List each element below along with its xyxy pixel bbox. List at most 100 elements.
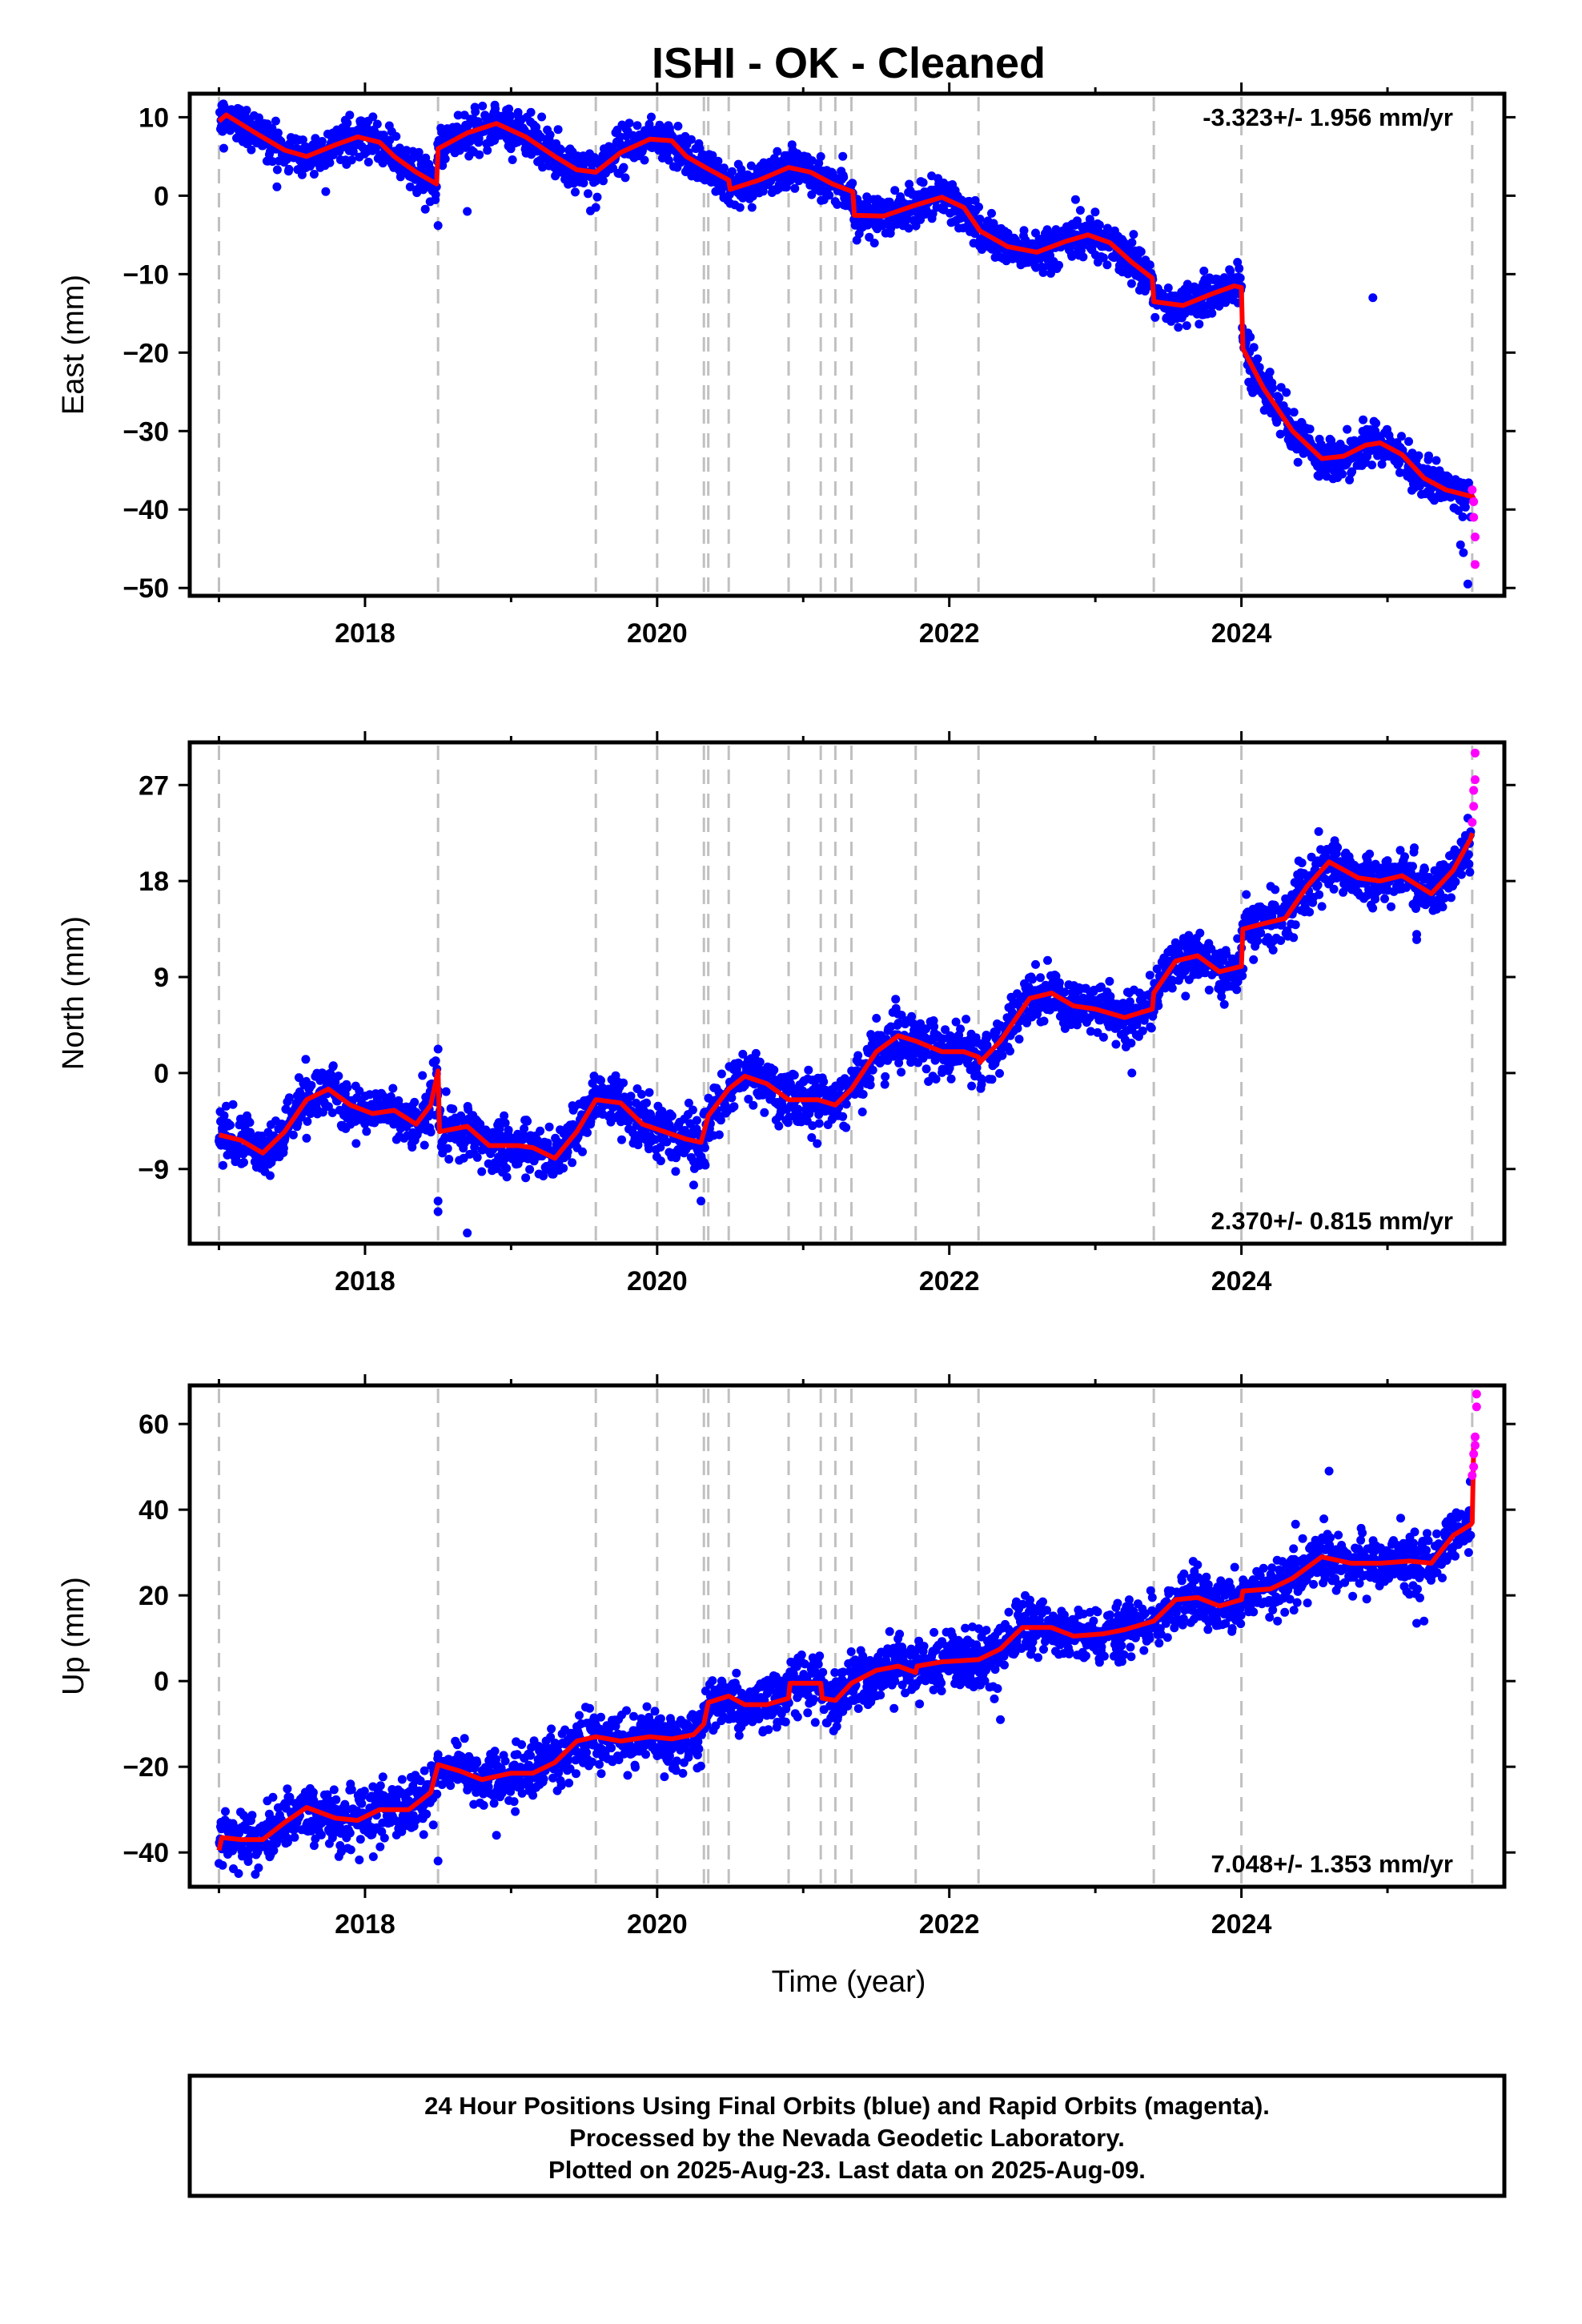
east-final-point-2382: [1347, 467, 1357, 476]
north-final-point-1391: [872, 1014, 881, 1023]
east-final-point-172: [297, 170, 307, 179]
east-final-point-1911: [1127, 238, 1137, 247]
north-final-point-406: [410, 1097, 420, 1107]
north-final-point-808: [596, 1076, 605, 1085]
east-final-point-782: [584, 189, 592, 199]
east-final-point-540: [471, 107, 480, 117]
north-final-point-725: [559, 1164, 568, 1173]
east-final-point-943: [664, 155, 673, 165]
east-final-point-681: [537, 112, 547, 122]
east-final-point-2259: [1289, 408, 1299, 417]
north-final-point-1720: [1031, 959, 1040, 969]
east-final-point-1094: [737, 165, 746, 175]
east-final-point-1320: [839, 172, 849, 182]
east-final-point-2523: [1414, 451, 1423, 460]
north-final-point-478: [443, 1144, 452, 1153]
north-final-point-2192: [1253, 936, 1263, 946]
east-final-point-850: [619, 163, 628, 172]
east-final-point-9: [219, 143, 228, 153]
north-final-point-17: [222, 1101, 231, 1111]
north-final-point-1741: [1039, 1016, 1049, 1026]
east-final-point-470: [438, 161, 448, 171]
north-final-point-1247: [804, 1065, 813, 1075]
east-final-point-1625: [987, 208, 996, 218]
north-final-point-1642: [995, 1068, 1004, 1078]
east-y-tick-label-6: −50: [122, 573, 169, 604]
north-final-point-1683: [1014, 1035, 1024, 1044]
north-final-point-244: [328, 1061, 338, 1071]
east-final-point-1373: [865, 232, 874, 242]
north-final-point-1121: [749, 1100, 758, 1110]
east-final-point-2501: [1404, 436, 1413, 446]
east-final-point-2065: [1199, 266, 1209, 275]
east-final-point-2444: [1377, 460, 1387, 469]
east-final-point-1251: [807, 156, 817, 166]
north-final-point-1927: [1125, 997, 1134, 1007]
east-final-point-1487: [918, 178, 928, 187]
east-final-point-853: [620, 173, 630, 183]
north-final-point-18: [223, 1150, 232, 1160]
north-final-point-644: [521, 1173, 531, 1183]
east-y-tick-label-2: −10: [122, 259, 169, 290]
east-y-tick-label-0: 10: [139, 103, 169, 133]
north-final-point-442: [426, 1128, 436, 1137]
north-final-point-539: [472, 1152, 482, 1162]
east-final-point-1120: [747, 203, 757, 212]
east-final-point-118: [271, 116, 280, 126]
east-y-tick-label-1: 0: [154, 181, 169, 211]
east-final-point-273: [343, 119, 352, 128]
east-final-point-1915: [1129, 230, 1138, 239]
east-final-point-1042: [713, 156, 723, 166]
north-final-point-1007: [692, 1116, 701, 1125]
east-final-point-2243: [1283, 407, 1292, 416]
north-final-point-188: [302, 1133, 311, 1143]
east-x-ticks: 2018 2020 2022 2024: [217, 82, 1389, 649]
east-final-point-1745: [1046, 268, 1055, 278]
north-final-point-905: [642, 1098, 651, 1108]
east-final-point-2364: [1338, 469, 1347, 479]
north-final-point-2182: [1249, 955, 1259, 964]
east-final-point-1318: [838, 151, 848, 161]
north-final-point-1544: [946, 1074, 956, 1084]
north-final-point-1628: [987, 1075, 997, 1084]
east-final-point-283: [347, 155, 356, 165]
east-final-point-699: [545, 130, 555, 139]
east-final-point-2406: [1359, 415, 1368, 424]
east-final-point-374: [391, 131, 401, 141]
east-final-point-67: [247, 145, 256, 155]
east-final-point-1910: [1126, 279, 1136, 288]
east-rapid-point-3: [1471, 533, 1480, 542]
east-final-point-1458: [905, 179, 914, 189]
east-final-point-2140: [1235, 273, 1245, 283]
north-final-point-1328: [841, 1123, 851, 1132]
north-final-point-961: [667, 1111, 677, 1120]
north-final-point-1320: [838, 1112, 848, 1121]
north-final-point-1494: [921, 1064, 931, 1074]
north-final-point-1712: [1028, 975, 1037, 984]
north-final-point-9: [219, 1160, 227, 1170]
east-rapid-points: [1468, 485, 1480, 569]
north-final-point-1648: [998, 1051, 1007, 1060]
east-final-point-421: [414, 147, 424, 157]
east-y-tick-label-4: −30: [122, 416, 169, 447]
east-final-point-1383: [869, 239, 879, 247]
east-final-point-456: [431, 190, 440, 199]
east-final-point-2378: [1345, 475, 1355, 485]
north-final-point-457: [433, 1044, 443, 1054]
east-final-point-6: [218, 127, 227, 136]
north-final-point-310: [362, 1127, 371, 1136]
east-final-point-2544: [1424, 451, 1433, 460]
east-x-tick-label-3: 2024: [1211, 618, 1272, 649]
north-final-point-422: [418, 1071, 428, 1080]
north-final-point-2122: [1219, 999, 1229, 1009]
east-rapid-point-2: [1469, 513, 1479, 522]
north-final-point-1266: [813, 1139, 822, 1148]
east-final-point-723: [556, 145, 566, 155]
east-final-point-2054: [1195, 320, 1204, 329]
east-final-point-1271: [816, 152, 825, 161]
east-final-point-2489: [1397, 432, 1406, 441]
east-final-point-907: [647, 112, 656, 122]
north-final-point-1282: [819, 1077, 829, 1087]
east-final-point-893: [640, 155, 649, 165]
east-outlier-point-7: [1456, 540, 1465, 549]
